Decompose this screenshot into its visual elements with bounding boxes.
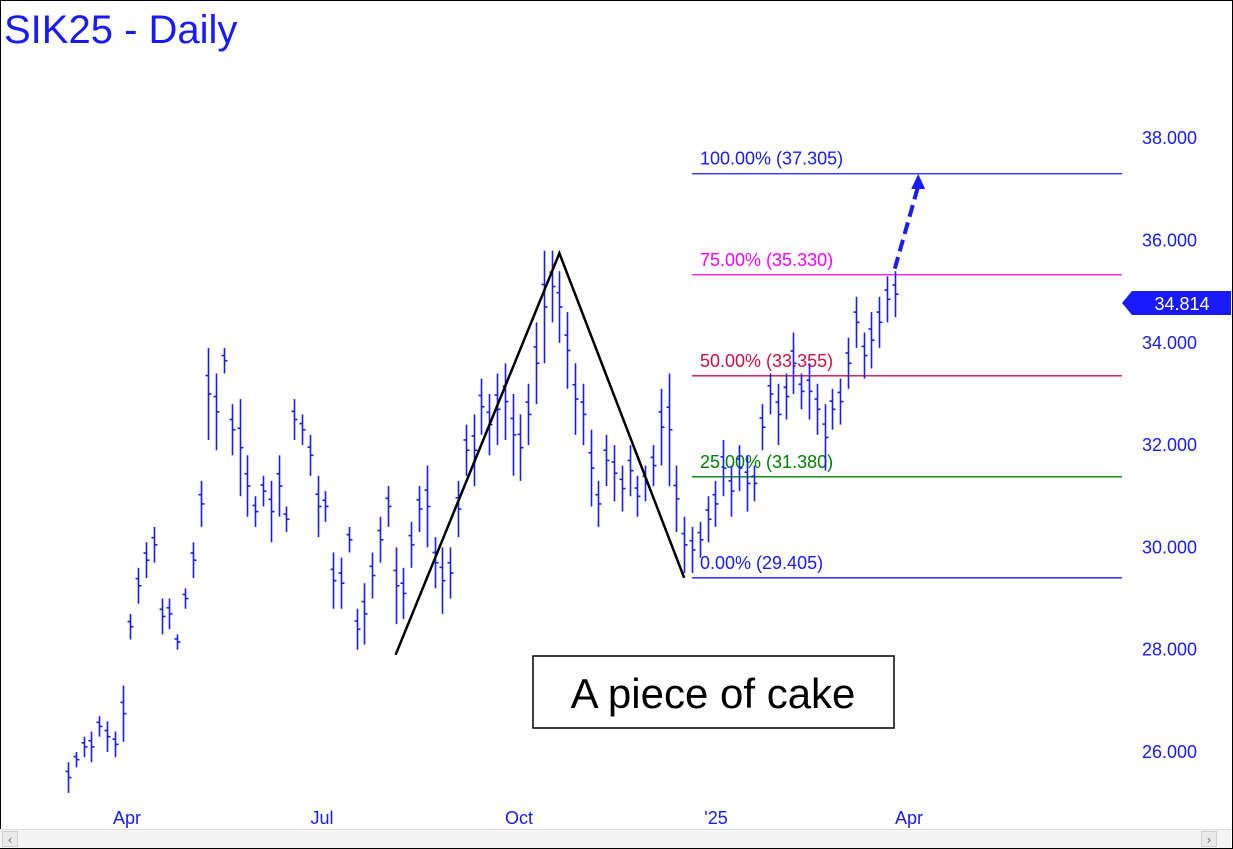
horizontal-scrollbar[interactable]: ‹ ›	[0, 829, 1231, 848]
y-tick-label: 30.000	[1142, 537, 1197, 557]
y-axis: 26.000 28.000 30.000 32.000 34.000 36.000 38.0…	[1142, 128, 1197, 762]
fib-level-label: 100.00% (37.305)	[700, 149, 843, 169]
x-tick-label: '25	[704, 808, 727, 828]
x-axis: Apr Jul Oct '25 Apr	[113, 808, 923, 828]
x-tick-label: Jul	[310, 808, 333, 828]
last-price-tag: 34.814	[1122, 291, 1231, 315]
chart-title: SIK25 - Daily	[4, 8, 238, 52]
fib-level-label: 75.00% (35.330)	[700, 250, 833, 270]
y-tick-label: 34.000	[1142, 333, 1197, 353]
fibonacci-levels: 100.00% (37.305) 75.00% (35.330) 50.00% (3…	[692, 149, 1122, 579]
x-tick-label: Apr	[113, 808, 141, 828]
projection-arrowhead	[911, 174, 926, 190]
x-tick-label: Apr	[895, 808, 923, 828]
scroll-right-icon[interactable]: ›	[1201, 831, 1217, 847]
zigzag-line	[394, 249, 686, 656]
y-tick-label: 28.000	[1142, 640, 1197, 660]
projection-line	[892, 185, 921, 270]
y-tick-label: 32.000	[1142, 435, 1197, 455]
target-projection	[892, 174, 926, 270]
fib-level-label: 0.00% (29.405)	[700, 553, 823, 573]
scroll-left-icon[interactable]: ‹	[2, 831, 18, 847]
y-tick-label: 36.000	[1142, 231, 1197, 251]
price-chart: 100.00% (37.305) 75.00% (35.330) 50.00% (3…	[65, 128, 1231, 828]
abc-pattern	[394, 249, 686, 656]
y-tick-label: 38.000	[1142, 128, 1197, 148]
annotation-box: A piece of cake	[532, 655, 895, 729]
fib-level-label: 25.00% (31.380)	[700, 452, 833, 472]
last-price-value: 34.814	[1154, 294, 1209, 314]
annotation-text: A piece of cake	[571, 670, 856, 717]
price-bars	[65, 250, 899, 793]
fib-level-label: 50.00% (33.355)	[700, 351, 833, 371]
x-tick-label: Oct	[505, 808, 533, 828]
y-tick-label: 26.000	[1142, 742, 1197, 762]
